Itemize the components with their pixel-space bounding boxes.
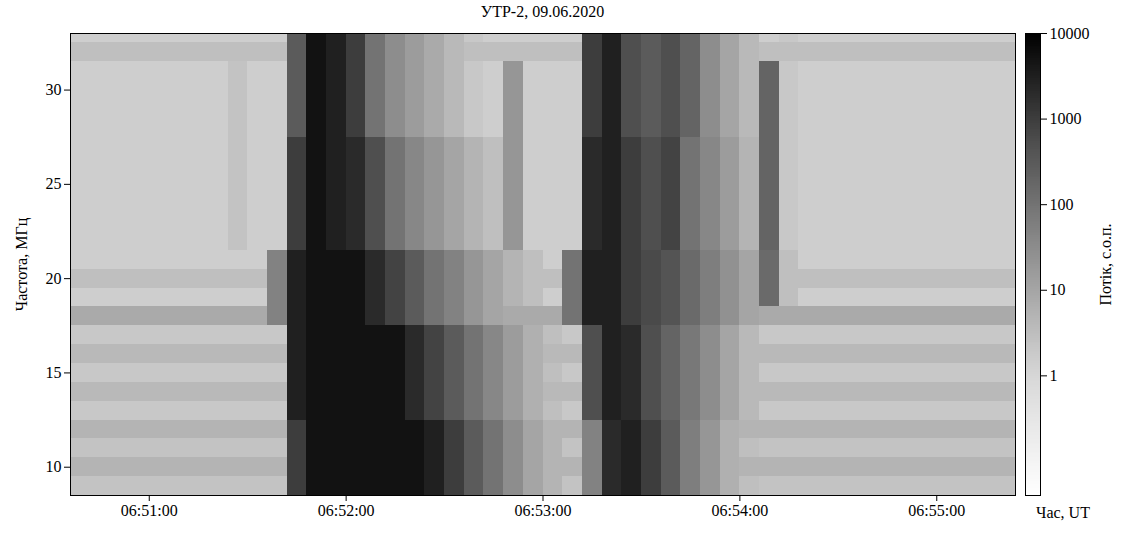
svg-text:25: 25 [46,175,62,192]
html-text:УТР-2, 09.06.2020: УТР-2, 09.06.2020 [480,3,605,20]
svg-text:06:52:00: 06:52:00 [318,502,375,519]
svg-text:06:51:00: 06:51:00 [121,502,178,519]
svg-text:30: 30 [46,81,62,98]
svg-text:1000: 1000 [1050,110,1082,127]
svg-text:1: 1 [1050,367,1058,384]
svg-text:Частота, МГц: Частота, МГц [13,217,31,311]
svg-text:10: 10 [1050,281,1066,298]
svg-text:06:55:00: 06:55:00 [908,502,965,519]
svg-text:10: 10 [46,458,62,475]
svg-text:06:53:00: 06:53:00 [515,502,572,519]
svg-text:15: 15 [46,364,62,381]
svg-text:Потік, с.о.п.: Потік, с.о.п. [1097,223,1114,305]
svg-text:100: 100 [1050,196,1074,213]
html-text:Час, UT: Час, UT [1036,504,1090,521]
svg-text:06:54:00: 06:54:00 [711,502,768,519]
svg-text:10000: 10000 [1050,25,1090,42]
svg-text:20: 20 [46,270,62,287]
